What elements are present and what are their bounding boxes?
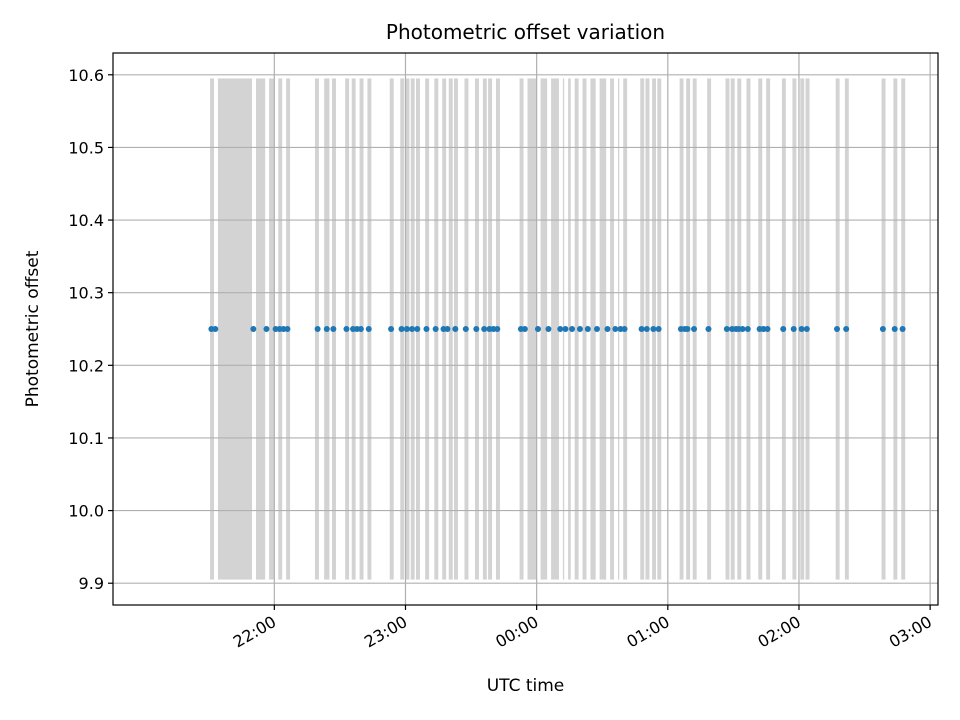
data-point xyxy=(593,326,600,332)
band xyxy=(448,78,453,580)
data-point xyxy=(879,326,886,332)
y-tick-label: 10.2 xyxy=(68,356,104,375)
data-point xyxy=(521,326,528,332)
data-point xyxy=(843,326,850,332)
y-tick-label: 10.0 xyxy=(68,502,104,521)
data-point xyxy=(409,326,416,332)
band xyxy=(551,78,559,580)
data-point xyxy=(684,326,691,332)
data-point xyxy=(414,326,421,332)
data-point xyxy=(398,326,405,332)
band xyxy=(255,78,266,580)
data-point xyxy=(584,326,591,332)
data-point xyxy=(545,326,552,332)
data-point xyxy=(834,326,841,332)
data-point xyxy=(462,326,469,332)
band xyxy=(574,78,579,580)
data-point xyxy=(638,326,645,332)
data-point xyxy=(284,326,291,332)
y-axis: 9.9 10.0 10.1 10.2 10.3 10.4 10.5 10.6 xyxy=(68,66,113,593)
data-point xyxy=(343,326,350,332)
data-point xyxy=(569,326,576,332)
data-point xyxy=(323,326,330,332)
data-point xyxy=(388,326,395,332)
data-point xyxy=(803,326,810,332)
band xyxy=(590,78,596,580)
data-point xyxy=(739,326,746,332)
plot-frame xyxy=(112,52,939,606)
x-tick-label: 22:00 xyxy=(230,612,279,652)
x-tick-label: 02:00 xyxy=(755,612,804,652)
data-point xyxy=(643,326,650,332)
band xyxy=(610,78,615,580)
x-axis: 22:00 23:00 00:00 01:00 02:00 03:00 xyxy=(230,605,935,652)
data-point xyxy=(330,326,337,332)
data-point xyxy=(604,326,611,332)
data-point xyxy=(403,326,410,332)
data-point xyxy=(357,326,364,332)
data-point xyxy=(576,326,583,332)
data-point xyxy=(212,326,219,332)
y-tick-label: 10.3 xyxy=(68,284,104,303)
band xyxy=(217,78,253,580)
y-tick-label: 10.5 xyxy=(68,138,104,157)
data-point xyxy=(562,326,569,332)
data-point xyxy=(899,326,906,332)
data-point xyxy=(798,326,805,332)
data-point xyxy=(481,326,488,332)
data-point xyxy=(650,326,657,332)
data-point xyxy=(534,326,541,332)
data-point xyxy=(744,326,751,332)
data-point xyxy=(557,326,564,332)
data-point xyxy=(314,326,321,332)
x-tick-label: 23:00 xyxy=(361,612,410,652)
band xyxy=(599,78,607,580)
data-point xyxy=(705,326,712,332)
data-point xyxy=(790,326,797,332)
chart-title: Photometric offset variation xyxy=(386,20,665,44)
x-axis-title: UTC time xyxy=(487,676,565,696)
y-tick-label: 10.6 xyxy=(68,66,104,85)
y-tick-label: 9.9 xyxy=(79,574,104,593)
data-point xyxy=(473,326,480,332)
x-tick-label: 01:00 xyxy=(623,612,672,652)
data-point xyxy=(691,326,698,332)
band xyxy=(269,78,275,580)
data-point xyxy=(423,326,430,332)
y-axis-title: Photometric offset xyxy=(23,250,43,407)
y-tick-label: 10.4 xyxy=(68,211,104,230)
data-point xyxy=(452,326,459,332)
data-point xyxy=(621,326,628,332)
data-point xyxy=(365,326,372,332)
data-point xyxy=(723,326,730,332)
x-tick-label: 03:00 xyxy=(886,612,935,652)
data-point xyxy=(494,326,501,332)
point-layer xyxy=(208,326,906,332)
band xyxy=(540,78,548,580)
data-point xyxy=(655,326,662,332)
data-point xyxy=(250,326,257,332)
x-tick-label: 00:00 xyxy=(492,612,541,652)
band xyxy=(582,78,587,580)
data-point xyxy=(612,326,619,332)
data-point xyxy=(891,326,898,332)
data-point xyxy=(764,326,771,332)
data-point xyxy=(263,326,270,332)
band xyxy=(527,78,537,580)
data-point xyxy=(780,326,787,332)
data-point xyxy=(444,326,451,332)
y-tick-label: 10.1 xyxy=(68,429,104,448)
data-point xyxy=(432,326,439,332)
